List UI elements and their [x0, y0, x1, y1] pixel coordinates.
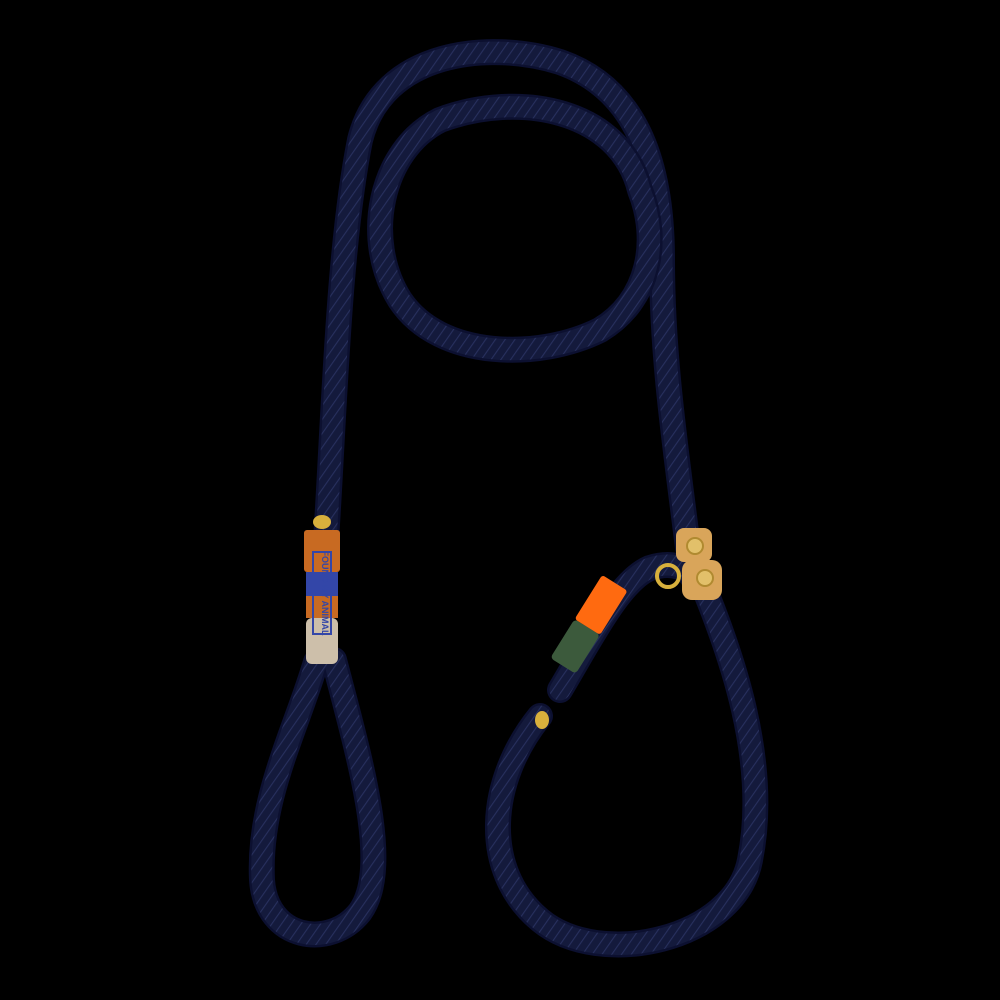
left-tag: FOUND MY ANIMAL: [304, 515, 340, 664]
orange-wrap: [575, 576, 627, 634]
left-end-cap: [313, 515, 331, 529]
ring-assembly: [655, 528, 722, 600]
tag-border: [312, 551, 332, 635]
blue-wrap: [306, 572, 338, 596]
tag-text: FOUND MY ANIMAL: [320, 551, 330, 636]
slip-end-cap: [535, 711, 549, 729]
rivet-top: [686, 537, 704, 555]
stopper: [535, 576, 627, 729]
rivet-bottom: [696, 569, 714, 587]
o-ring: [655, 563, 681, 589]
green-wrap: [551, 620, 599, 673]
